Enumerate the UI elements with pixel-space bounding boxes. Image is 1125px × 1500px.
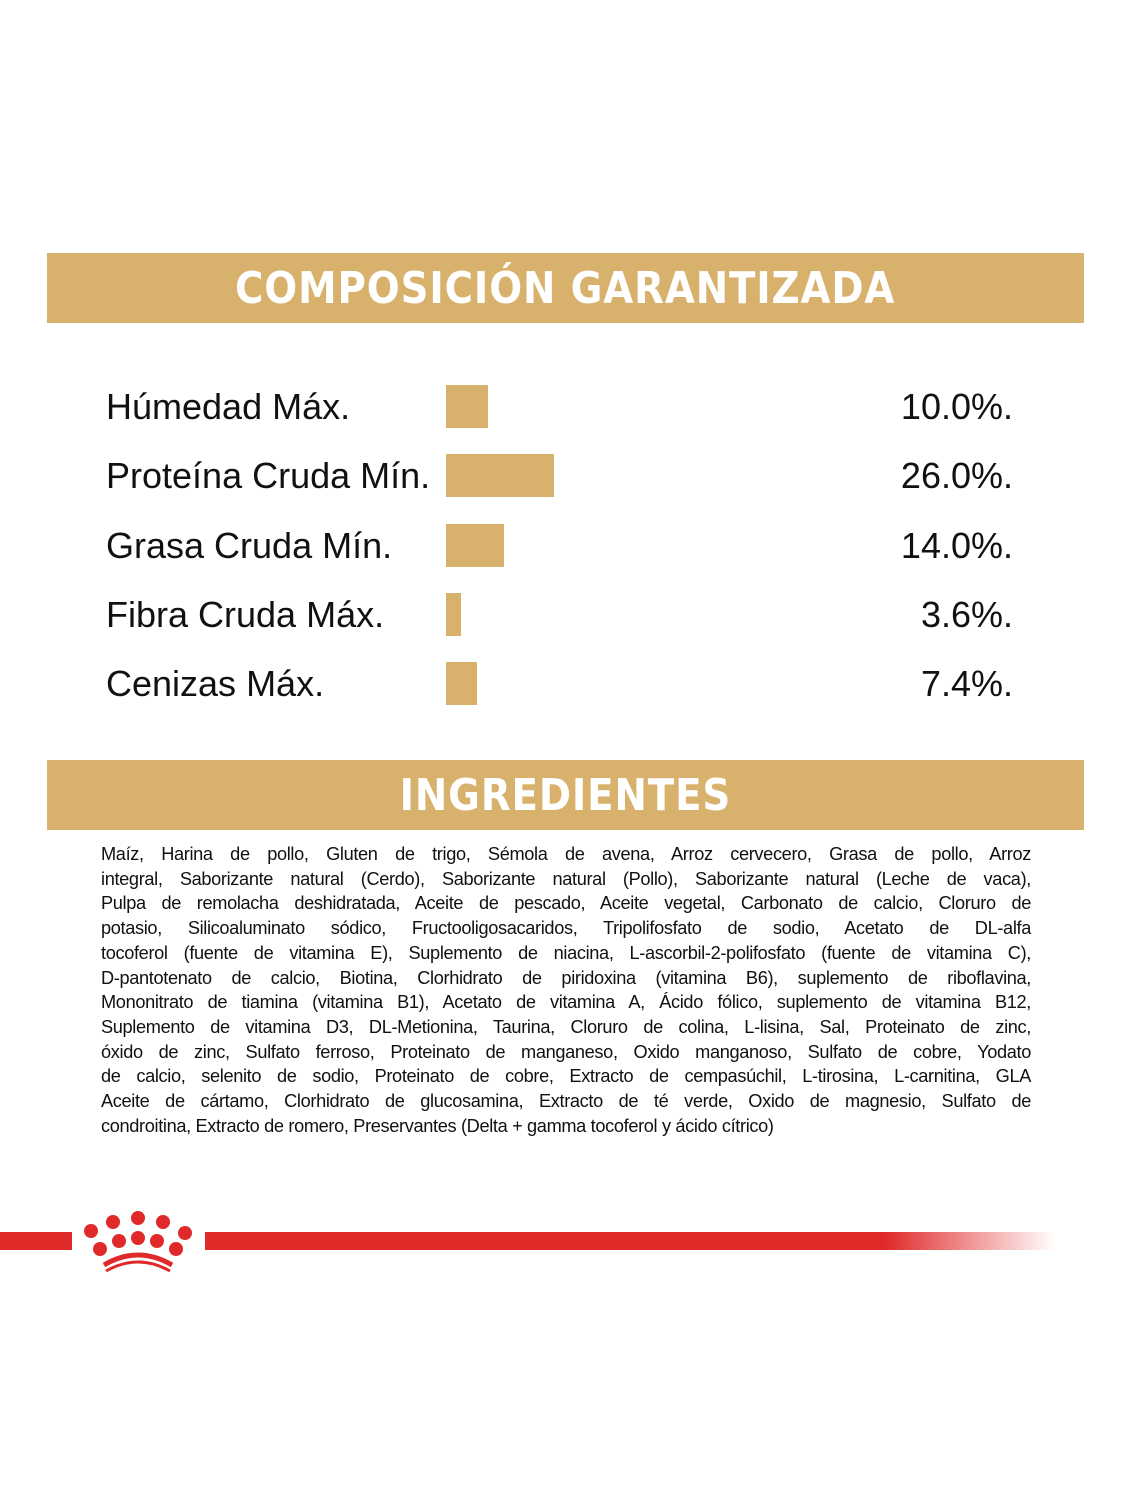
nutrient-value: 3.6%. [920,594,1013,635]
nutrient-label: Proteína Cruda Mín. [106,455,431,496]
nutrient-label: Fibra Cruda Máx. [106,594,385,635]
ingredients-line: Suplemento de vitamina D3, DL-Metionina,… [101,1016,1031,1037]
nutrient-bar [446,593,461,636]
nutrient-value: 7.4%. [920,663,1013,704]
ingredients-line: Pulpa de remolacha deshidratada, Aceite … [101,893,1031,914]
composition-row: Grasa Cruda Mín. 14.0%. [0,523,1125,569]
ingredients-title: INGREDIENTES [399,769,732,821]
ingredients-line: óxido de zinc, Sulfato ferroso, Proteina… [101,1041,1031,1062]
ingredients-line: Aceite de cártamo, Clorhidrato de glucos… [101,1091,1031,1112]
brand-line-left [0,1232,72,1250]
nutrient-bar [446,385,488,428]
nutrient-value: 10.0%. [900,386,1013,427]
ingredients-line: integral, Saborizante natural (Cerdo), S… [101,868,1031,889]
ingredients-line: Mononitrato de tiamina (vitamina B1), Ac… [101,992,1031,1013]
nutrient-value: 26.0%. [900,455,1013,496]
nutrient-label: Grasa Cruda Mín. [106,525,393,566]
composition-row: Proteína Cruda Mín. 26.0%. [0,453,1125,499]
composition-row: Húmedad Máx. 10.0%. [0,384,1125,430]
ingredients-line: potasio, Silicoaluminato sódico, Fructoo… [101,918,1031,939]
nutrient-bar [446,454,554,497]
ingredients-line: Maíz, Harina de pollo, Gluten de trigo, … [101,844,1031,864]
ingredients-line: condroitina, Extracto de romero, Preserv… [101,1115,774,1136]
ingredients-header: INGREDIENTES [47,760,1084,830]
composition-header: COMPOSICIÓN GARANTIZADA [47,253,1084,323]
royal-canin-crown-icon [84,1211,192,1273]
composition-row: Cenizas Máx. 7.4%. [0,661,1125,707]
ingredients-line: de calcio, selenito de sodio, Proteinato… [101,1066,1031,1087]
nutrient-value: 14.0%. [900,525,1013,566]
ingredients-line: tocoferol (fuente de vitamina E), Suplem… [101,942,1031,963]
composition-title: COMPOSICIÓN GARANTIZADA [235,262,896,314]
ingredients-list: Maíz, Harina de pollo, Gluten de trigo, … [101,842,1031,1138]
composition-row: Fibra Cruda Máx. 3.6%. [0,592,1125,638]
ingredients-line: D-pantotenato de calcio, Biotina, Clorhi… [101,967,1031,988]
nutrient-label: Cenizas Máx. [106,663,325,704]
brand-line-right [205,1232,1055,1250]
nutrient-bar [446,662,477,705]
nutrient-bar [446,524,505,567]
nutrient-label: Húmedad Máx. [106,386,351,427]
